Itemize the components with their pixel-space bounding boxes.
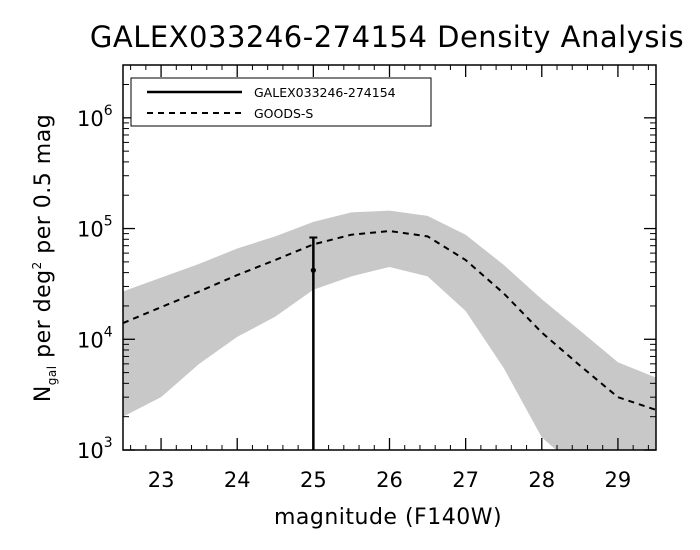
legend-box bbox=[130, 77, 432, 127]
y-axis: 103 104 105 106 bbox=[77, 64, 656, 463]
x-tick-label: 28 bbox=[528, 468, 555, 492]
y-axis-label-mid: per deg bbox=[31, 269, 56, 365]
x-tick-label: 23 bbox=[148, 468, 175, 492]
x-axis: 23 24 25 26 27 28 29 bbox=[130, 65, 649, 492]
y-tick-label: 106 bbox=[77, 103, 113, 131]
y-axis-label-tail: per 0.5 mag bbox=[31, 114, 56, 261]
x-tick-label: 25 bbox=[300, 468, 327, 492]
legend: GALEX033246-274154 GOODS-S bbox=[130, 77, 432, 127]
y-axis-label-sup: 2 bbox=[30, 261, 44, 269]
x-axis-label: magnitude (F140W) bbox=[274, 505, 502, 530]
x-tick-label: 26 bbox=[376, 468, 403, 492]
legend-label-galex: GALEX033246-274154 bbox=[254, 85, 396, 100]
chart-title: GALEX033246-274154 Density Analysis bbox=[90, 20, 684, 54]
y-axis-label: Ngal per deg2 per 0.5 mag bbox=[30, 114, 59, 402]
y-axis-label-sub: gal bbox=[45, 365, 59, 385]
legend-label-goods: GOODS-S bbox=[254, 106, 313, 121]
x-tick-label: 24 bbox=[224, 468, 251, 492]
y-tick-label: 104 bbox=[77, 324, 113, 352]
y-axis-label-main: N bbox=[31, 385, 56, 402]
band-polygon bbox=[123, 210, 656, 450]
y-tick-label: 103 bbox=[77, 435, 113, 463]
y-tick-label: 105 bbox=[77, 214, 113, 242]
x-tick-label: 27 bbox=[452, 468, 479, 492]
uncertainty-band bbox=[123, 210, 656, 450]
series-layer bbox=[123, 230, 656, 450]
x-tick-label: 29 bbox=[605, 468, 632, 492]
point-galex-0 bbox=[310, 267, 316, 273]
